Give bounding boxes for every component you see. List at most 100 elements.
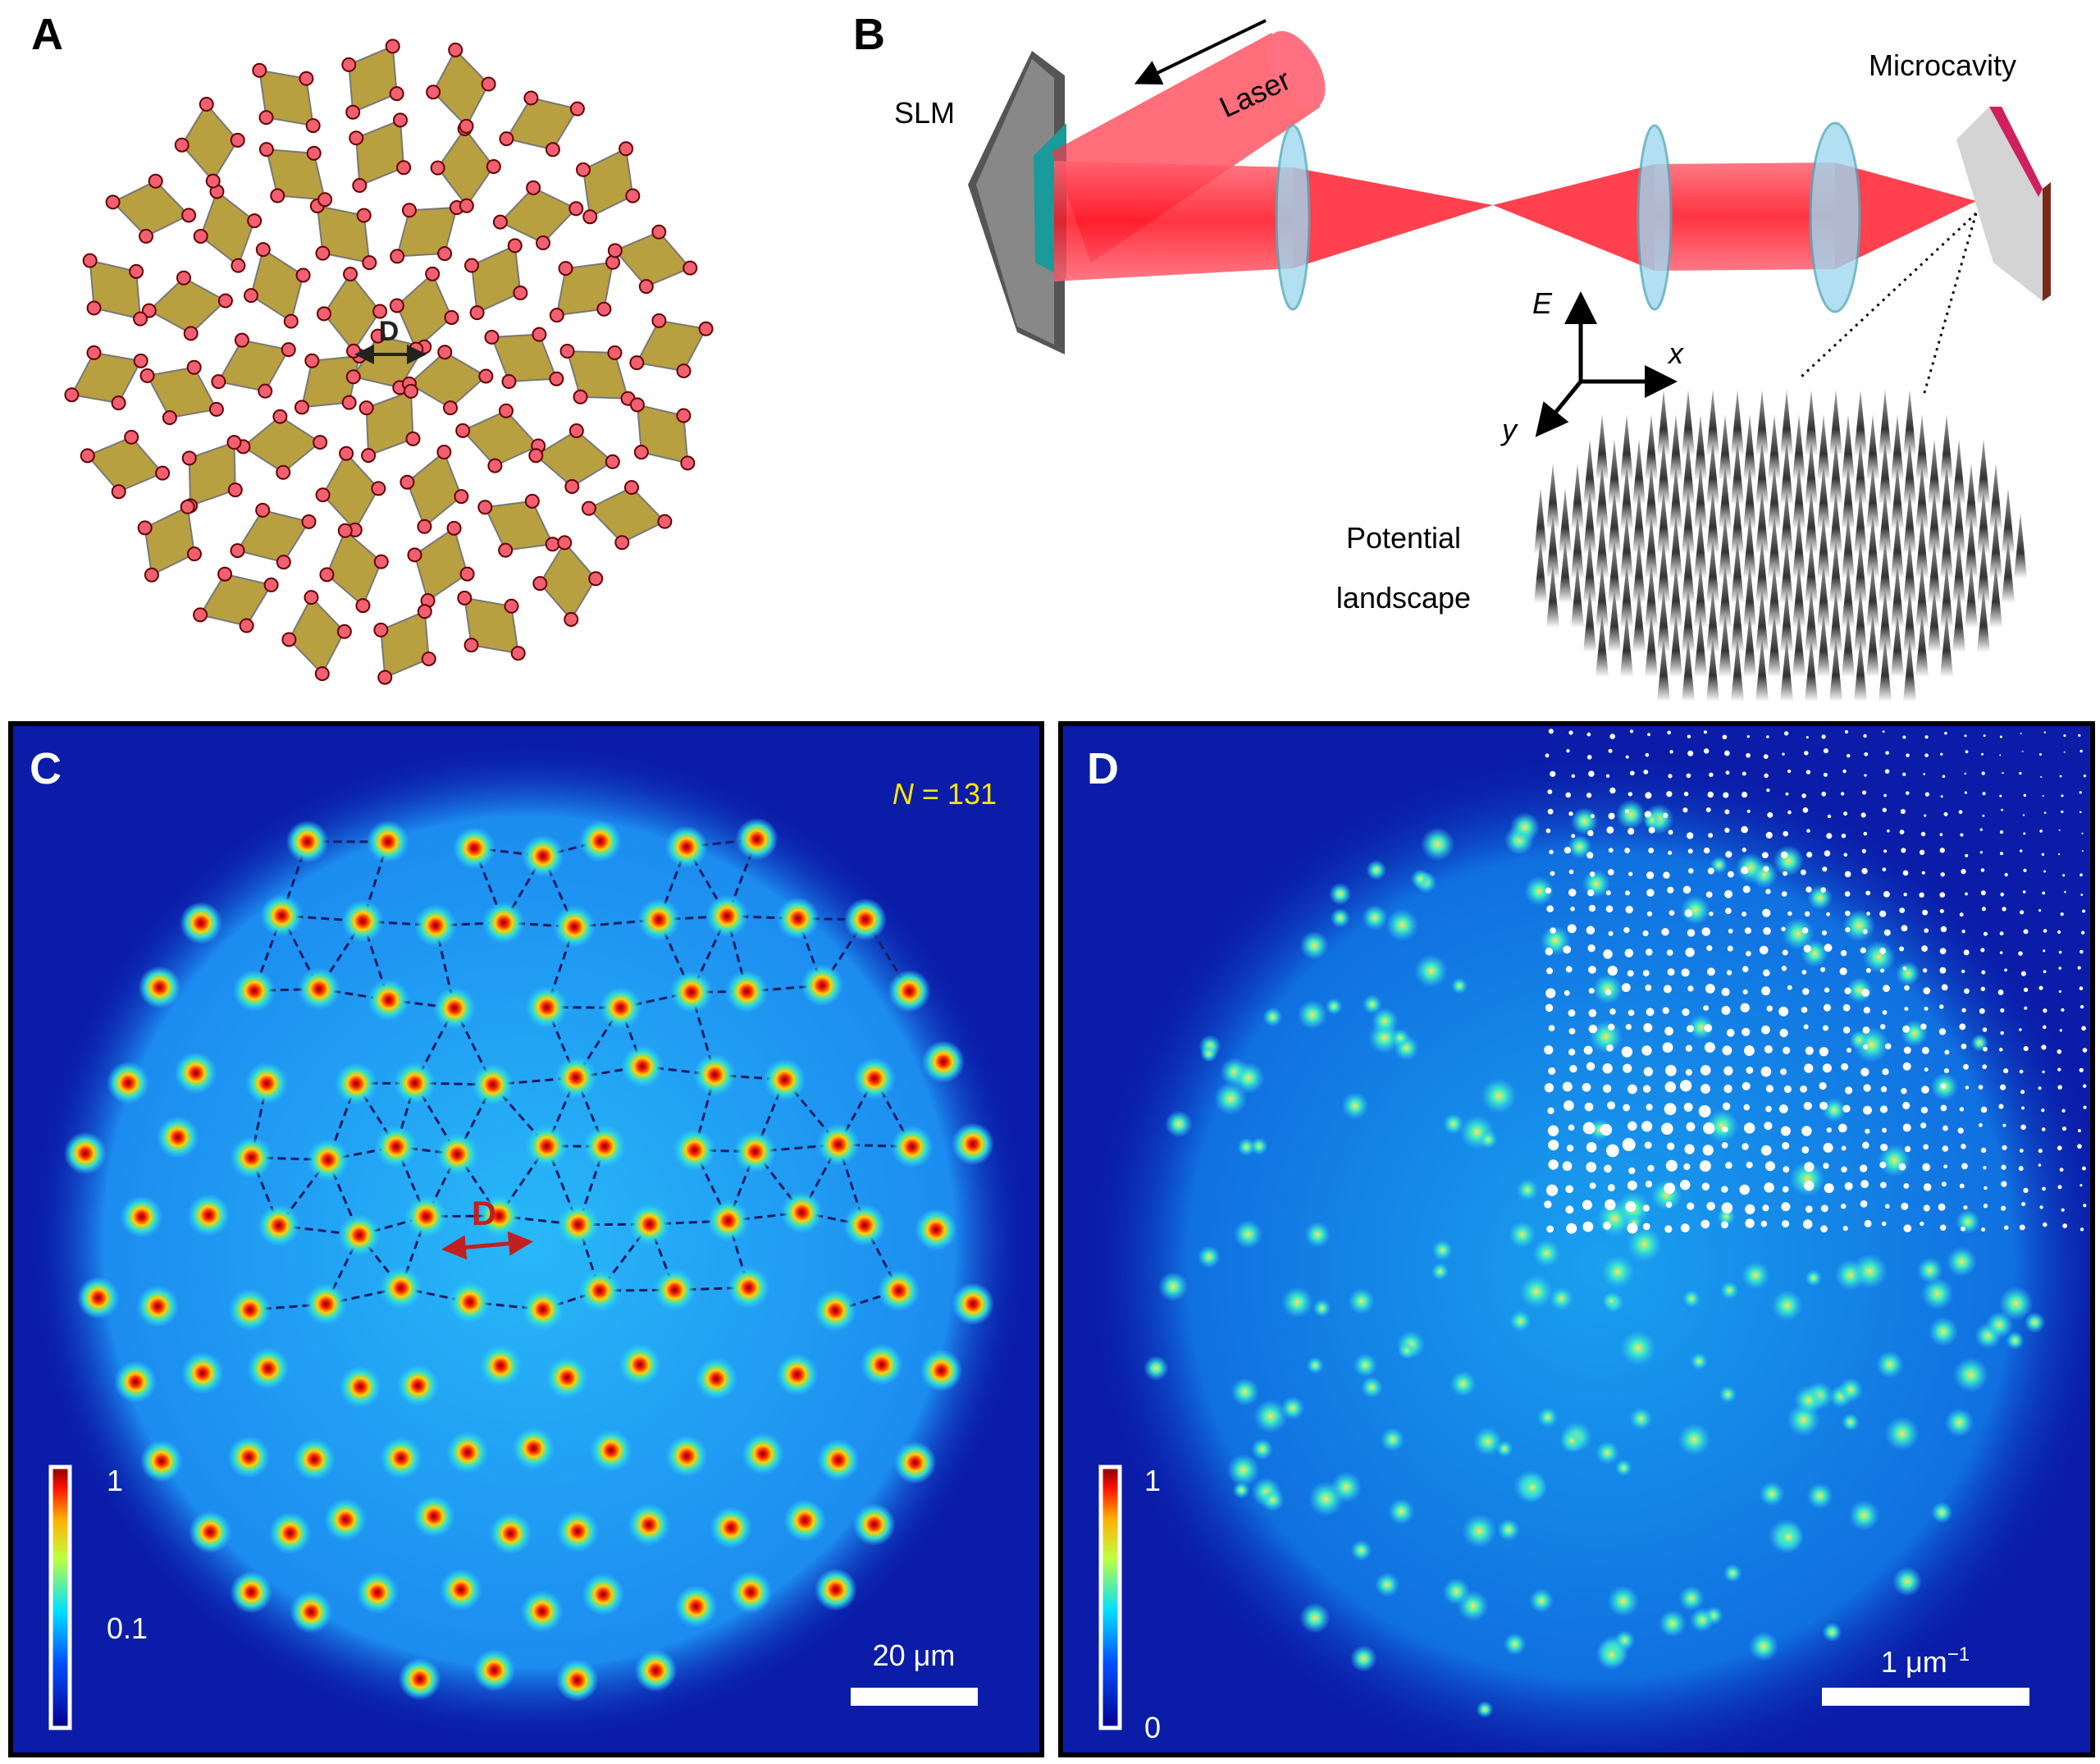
- reciprocal-lattice-dot: [2023, 987, 2029, 993]
- reciprocal-lattice-dot: [1683, 1102, 1693, 1112]
- reciprocal-lattice-dot: [1742, 989, 1748, 995]
- reciprocal-lattice-dot: [1648, 826, 1655, 834]
- reciprocal-lattice-dot: [1806, 736, 1809, 739]
- reciprocal-lattice-dot: [1821, 734, 1826, 739]
- condensate-spot: [379, 1437, 422, 1480]
- reciprocal-lattice-dot: [2042, 891, 2046, 895]
- spike: [1755, 587, 1769, 652]
- condensate-spot: [637, 898, 681, 941]
- reciprocal-lattice-dot: [1902, 735, 1906, 739]
- reciprocal-lattice-dot: [1782, 949, 1788, 956]
- condensate-spot: [890, 1125, 934, 1168]
- condensate-spot: [525, 1124, 568, 1168]
- reciprocal-lattice-dot: [1623, 926, 1630, 934]
- spike: [1780, 636, 1793, 701]
- spike: [1952, 537, 1965, 603]
- spike: [1534, 488, 1547, 554]
- reciprocal-lattice-dot: [1625, 755, 1629, 759]
- reciprocal-lattice-dot: [1721, 987, 1730, 997]
- lattice-site: [651, 224, 667, 240]
- reciprocal-lattice-dot: [1550, 770, 1556, 777]
- lattice-site: [477, 500, 493, 515]
- reciprocal-lattice-dot: [2079, 1067, 2084, 1072]
- beam: [1493, 164, 1655, 271]
- reciprocal-lattice-dot: [1744, 1045, 1755, 1056]
- reciprocal-lattice-dot: [1923, 1183, 1932, 1191]
- diffraction-spot: [1442, 1113, 1464, 1135]
- distance-label: D: [379, 316, 399, 347]
- reciprocal-lattice-dot: [1780, 1126, 1791, 1136]
- lattice-site: [306, 145, 322, 161]
- reciprocal-lattice-dot: [1679, 1179, 1691, 1190]
- spike: [1792, 513, 1806, 578]
- condensate-spot: [512, 1427, 555, 1470]
- reciprocal-lattice-dot: [2023, 929, 2029, 935]
- reciprocal-lattice-dot: [1999, 735, 2002, 738]
- reciprocal-lattice-dot: [1864, 752, 1869, 756]
- diffraction-spot: [1807, 884, 1833, 911]
- spike: [1817, 562, 1830, 628]
- diffraction-spot: [1741, 1261, 1770, 1290]
- spike: [1891, 611, 1904, 677]
- lattice-site: [389, 86, 404, 102]
- diffraction-spot: [1281, 1286, 1313, 1318]
- lattice-site: [492, 214, 508, 230]
- reciprocal-lattice-dot: [1722, 1126, 1728, 1133]
- reciprocal-lattice-dot: [1882, 807, 1887, 812]
- diffraction-spot: [1895, 961, 1920, 986]
- reciprocal-lattice-dot: [1781, 891, 1787, 897]
- scale-bar-unit: 1 μm: [1881, 1645, 1947, 1679]
- lattice-site: [569, 101, 585, 117]
- reciprocal-lattice-dot: [2082, 909, 2086, 913]
- reciprocal-lattice-dot: [1899, 946, 1905, 952]
- reciprocal-lattice-dot: [1780, 851, 1788, 859]
- lattice-site: [545, 537, 560, 552]
- reciprocal-lattice-dot: [2022, 890, 2026, 893]
- reciprocal-lattice-dot: [1548, 1159, 1559, 1170]
- reciprocal-lattice-dot: [1980, 890, 1986, 896]
- reciprocal-lattice-dot: [1544, 1083, 1554, 1093]
- reciprocal-lattice-dot: [1997, 989, 2004, 995]
- reciprocal-lattice-dot: [1746, 752, 1751, 758]
- reciprocal-lattice-dot: [2080, 893, 2084, 897]
- reciprocal-lattice-dot: [1920, 1023, 1927, 1031]
- rhombus: [111, 180, 190, 238]
- condensate-spot: [775, 1353, 819, 1396]
- reciprocal-lattice-dot: [2042, 1186, 2046, 1191]
- diffraction-spot: [1985, 1311, 2013, 1339]
- reciprocal-lattice-dot: [1920, 1221, 1924, 1227]
- lens: [1809, 121, 1861, 313]
- spike: [1571, 513, 1584, 578]
- reciprocal-lattice-dot: [1641, 1121, 1653, 1132]
- reciprocal-lattice-dot: [1587, 829, 1594, 837]
- diffraction-spot: [1329, 882, 1352, 906]
- intensity-map: [63, 817, 995, 1702]
- spike: [1792, 562, 1806, 628]
- spike: [1768, 513, 1781, 578]
- reciprocal-lattice-dot: [2043, 970, 2047, 974]
- spike: [1879, 488, 1892, 554]
- reciprocal-lattice-dot: [1665, 1159, 1678, 1172]
- condensate-spot: [396, 1364, 440, 1407]
- reciprocal-lattice-dot: [1662, 1007, 1669, 1014]
- condensate-spot: [915, 1208, 958, 1251]
- reciprocal-lattice-dot: [2058, 989, 2061, 994]
- reciprocal-lattice-dot: [1545, 828, 1551, 834]
- colorbar: [48, 1465, 72, 1730]
- reciprocal-lattice-dot: [1642, 1222, 1650, 1231]
- reciprocal-lattice-dot: [2057, 1049, 2062, 1054]
- reciprocal-lattice-dot: [1819, 1047, 1828, 1057]
- diffraction-spot: [1682, 1289, 1701, 1309]
- reciprocal-lattice-dot: [1545, 753, 1550, 758]
- spike: [1559, 488, 1572, 554]
- reciprocal-lattice-dot: [1943, 1164, 1948, 1169]
- reciprocal-lattice-dot: [1904, 1145, 1911, 1153]
- lattice-site: [337, 523, 353, 538]
- spike: [1829, 390, 1842, 455]
- microcavity-layer: [1989, 107, 2043, 197]
- reciprocal-lattice-dot: [1964, 791, 1967, 794]
- spike: [1694, 513, 1707, 578]
- diffraction-spot: [1838, 1377, 1864, 1403]
- condensate-spot: [413, 904, 457, 948]
- spike: [1928, 587, 1941, 652]
